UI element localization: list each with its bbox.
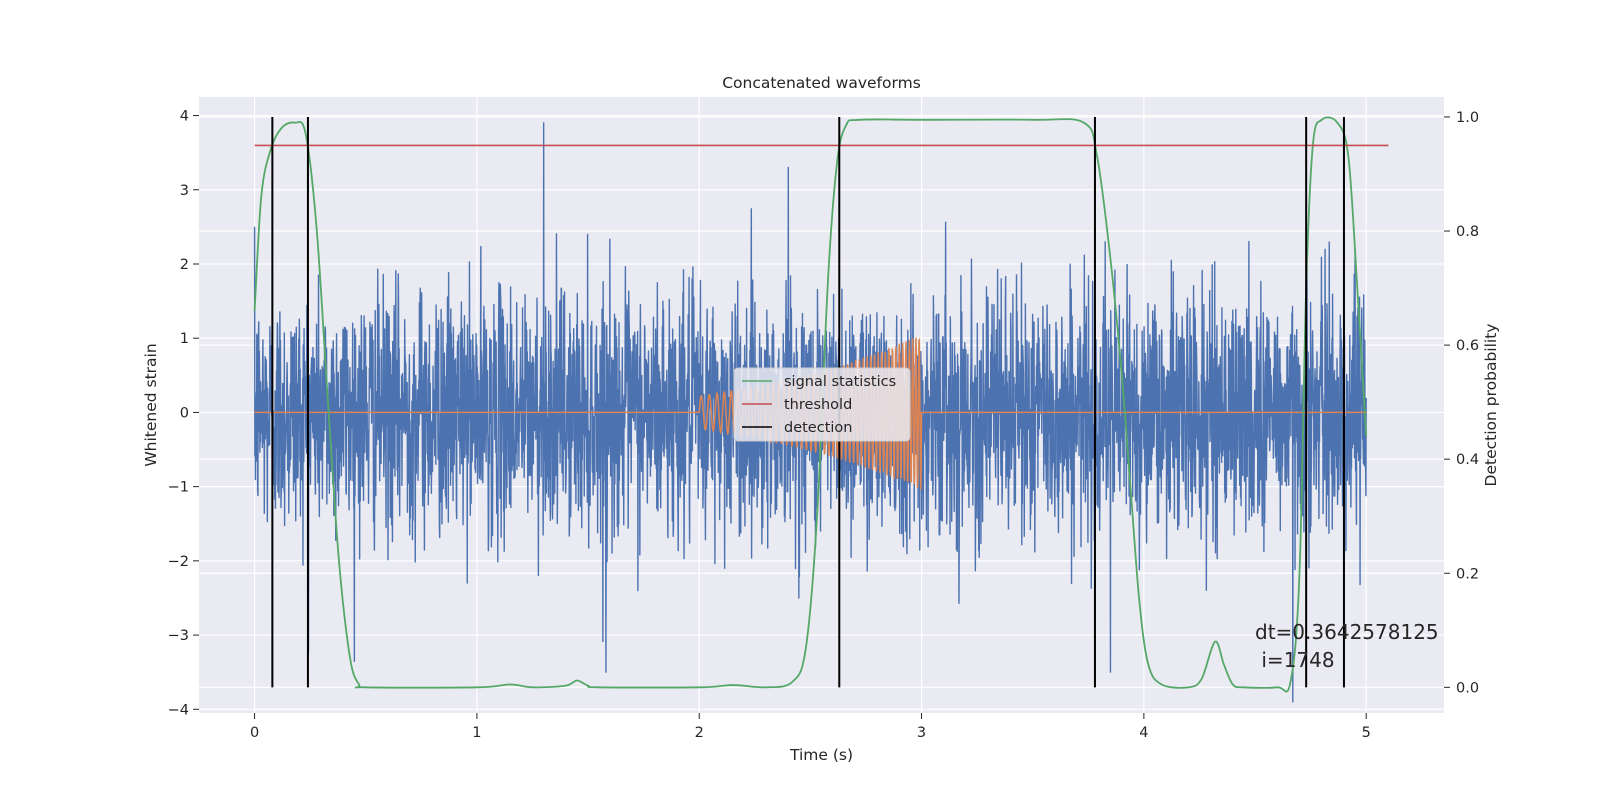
y-tick-label: −2 [168, 554, 189, 570]
x-tick-label: 5 [1362, 725, 1371, 741]
y-tick-label-right: 0.4 [1456, 452, 1479, 468]
y-tick-label: −3 [168, 628, 189, 644]
y-axis-label: Whitened strain [142, 343, 160, 466]
y-tick-label-right: 0.8 [1456, 224, 1479, 240]
x-axis-label: Time (s) [789, 746, 853, 764]
ticks: 0 1 2 3 4 5 −4 −3 −2 −1 0 1 2 3 4 0.0 0.2 0.4 0.6 0.8 1.0 [168, 109, 1479, 741]
y-tick-label-right: 0.6 [1456, 338, 1479, 354]
y-tick-label-right: 1.0 [1456, 110, 1479, 126]
x-tick-label: 4 [1139, 725, 1148, 741]
y-axis-label-right: Detection probability [1482, 324, 1500, 487]
legend-label-signal-statistics: signal statistics [784, 374, 896, 390]
y-tick-label-right: 0.0 [1456, 680, 1479, 696]
legend-label-detection: detection [784, 420, 852, 436]
y-tick-label: −1 [168, 480, 189, 496]
y-tick-label: 0 [180, 405, 189, 421]
legend: signal statistics threshold detection [733, 367, 911, 442]
y-tick-label: −4 [168, 702, 189, 718]
chart-title: Concatenated waveforms [722, 74, 921, 92]
x-tick-label: 0 [250, 725, 259, 741]
y-tick-label: 2 [180, 257, 189, 273]
y-tick-label: 1 [180, 331, 189, 347]
x-tick-label: 3 [917, 725, 926, 741]
annotation-index: i=1748 [1255, 648, 1335, 672]
x-tick-label: 2 [695, 725, 704, 741]
legend-box [733, 367, 911, 442]
legend-label-threshold: threshold [784, 397, 852, 413]
x-tick-label: 1 [472, 725, 481, 741]
y-tick-label: 3 [180, 183, 189, 199]
y-tick-label-right: 0.2 [1456, 566, 1479, 582]
series-line-signal-statistics [253, 116, 1368, 693]
y-tick-label: 4 [180, 109, 189, 125]
annotation-dt: dt=0.3642578125 [1255, 620, 1439, 644]
